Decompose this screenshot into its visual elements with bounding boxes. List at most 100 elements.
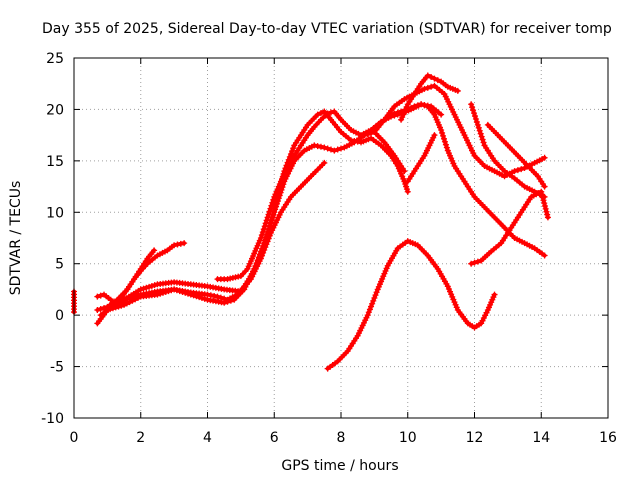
data-point — [541, 154, 548, 161]
data-point — [168, 287, 175, 294]
data-point — [469, 104, 476, 111]
data-point — [541, 203, 548, 209]
data-point — [171, 286, 178, 293]
data-point — [491, 291, 498, 298]
data-point — [314, 111, 321, 118]
data-point — [371, 295, 378, 301]
data-point — [257, 255, 264, 262]
data-point — [269, 199, 276, 206]
data-point — [171, 242, 178, 249]
data-point — [540, 197, 547, 204]
data-point — [287, 151, 294, 157]
data-point — [274, 198, 281, 205]
data-point — [162, 289, 169, 295]
series-sat-h — [388, 101, 548, 259]
data-point — [431, 75, 438, 82]
x-tick-label: 6 — [270, 430, 279, 446]
data-point — [273, 200, 280, 207]
data-point — [364, 312, 371, 319]
data-point — [157, 290, 164, 297]
y-tick-label: 10 — [46, 205, 64, 221]
x-axis-title: GPS time / hours — [281, 458, 398, 474]
data-point — [179, 289, 186, 295]
data-point — [438, 127, 445, 133]
data-point — [260, 249, 267, 256]
data-point — [143, 284, 150, 291]
data-point — [368, 303, 375, 310]
data-point — [317, 143, 324, 150]
data-point — [140, 285, 147, 292]
data-point — [181, 240, 188, 247]
data-point — [259, 229, 266, 236]
data-point — [148, 283, 155, 289]
data-point — [268, 202, 275, 209]
data-point — [434, 77, 441, 84]
data-point — [137, 286, 144, 293]
data-point — [369, 300, 376, 307]
data-point — [263, 241, 270, 248]
data-point — [468, 101, 475, 108]
data-point — [334, 146, 341, 153]
data-point — [476, 127, 483, 134]
data-point — [454, 87, 461, 94]
data-point — [262, 220, 269, 227]
data-point — [289, 148, 296, 155]
data-point — [424, 84, 431, 91]
chart-title: Day 355 of 2025, Sidereal Day-to-day VTE… — [42, 21, 612, 37]
data-point — [471, 259, 478, 266]
series-sat-m — [484, 121, 548, 190]
data-point — [478, 320, 485, 327]
data-point — [541, 200, 548, 207]
data-point — [273, 203, 280, 210]
data-point — [418, 101, 425, 108]
data-point — [373, 289, 380, 296]
data-point — [174, 241, 181, 248]
data-point — [224, 298, 231, 305]
data-point — [276, 192, 283, 199]
x-tick-label: 8 — [337, 430, 346, 446]
data-point — [277, 189, 284, 196]
data-point — [443, 144, 450, 151]
data-point — [475, 124, 482, 131]
data-point — [262, 244, 269, 251]
data-point — [408, 104, 415, 111]
data-point — [321, 159, 328, 166]
x-tick-label: 12 — [466, 430, 484, 446]
data-point — [275, 195, 282, 202]
x-tick-label: 0 — [70, 430, 79, 446]
data-point — [544, 211, 551, 218]
series-sat-n — [468, 188, 551, 267]
data-point — [259, 252, 266, 259]
data-series — [71, 72, 551, 372]
data-point — [401, 168, 408, 175]
data-point — [479, 317, 486, 324]
data-point — [97, 305, 104, 312]
series-sat-f — [104, 159, 328, 313]
data-point — [482, 312, 489, 319]
x-tick-label: 14 — [532, 430, 550, 446]
data-point — [266, 208, 273, 215]
data-point — [439, 129, 446, 136]
data-point — [539, 194, 546, 201]
data-point — [477, 130, 484, 137]
data-point — [204, 291, 211, 298]
data-point — [196, 294, 203, 301]
data-point — [473, 118, 480, 125]
data-point — [271, 209, 278, 216]
data-point — [538, 188, 545, 195]
data-point — [440, 135, 447, 142]
data-point — [483, 309, 490, 316]
y-tick-label: -5 — [50, 360, 64, 376]
data-point — [480, 139, 487, 146]
data-point — [260, 226, 267, 233]
series-sat-o — [404, 132, 438, 185]
data-point — [265, 211, 272, 218]
data-point — [311, 142, 318, 149]
data-point — [290, 145, 297, 152]
data-point — [471, 110, 478, 117]
data-point — [428, 74, 435, 81]
data-point — [201, 295, 208, 302]
data-point — [94, 293, 101, 300]
